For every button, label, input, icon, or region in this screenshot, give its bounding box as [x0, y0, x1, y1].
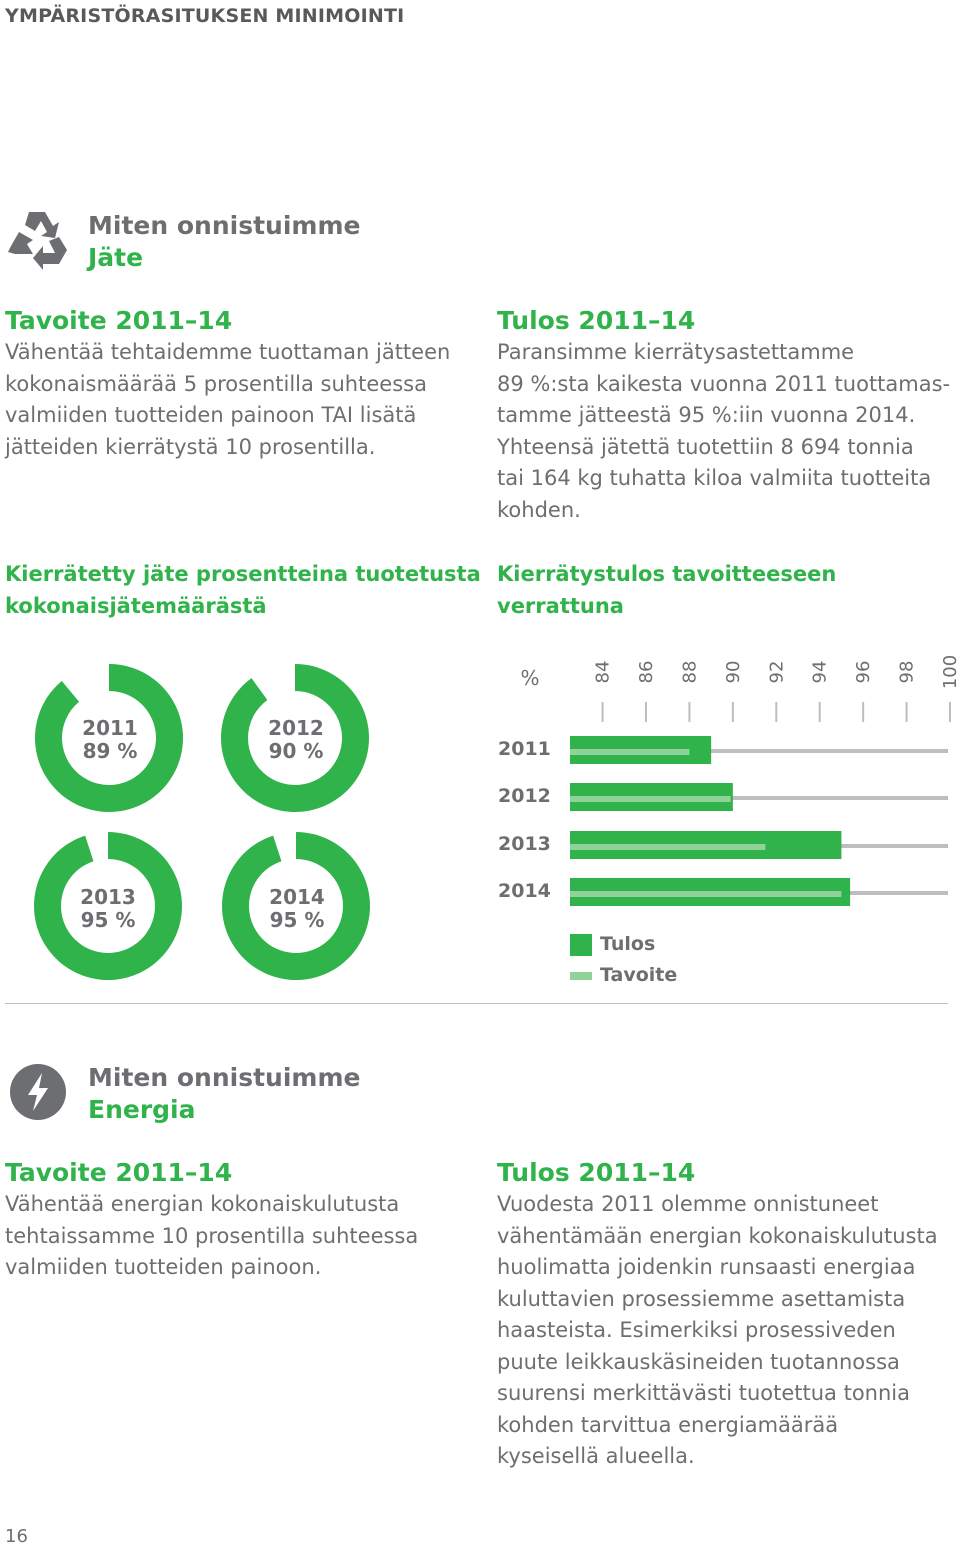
donut-label-2013: 2013 95 % — [48, 886, 168, 932]
text-line: kokonaismäärää 5 prosentilla suhteessa — [5, 371, 427, 396]
donut-value: 95 % — [80, 908, 136, 932]
legend-swatch-target — [570, 972, 592, 980]
axis-unit: % — [520, 666, 539, 690]
donut-year: 2014 — [269, 885, 325, 909]
target-bar — [570, 749, 690, 755]
section-divider — [5, 1003, 948, 1004]
bar-chart-heading: Kierrätystulos tavoitteeseen verrattuna — [497, 559, 952, 622]
waste-title-line2: Jäte — [88, 243, 144, 272]
tick-label: 88 — [679, 661, 700, 684]
text-line: valmiiden tuotteiden painoon TAI lisätä — [5, 403, 417, 427]
text-line: 89 %:sta kaikesta vuonna 2011 tuottamas- — [497, 371, 951, 396]
tick-label: 86 — [636, 661, 657, 684]
waste-goal-heading: Tavoite 2011–14 — [5, 306, 233, 335]
energy-goal: Tavoite 2011–14 Vähentää energian kokona… — [5, 1157, 465, 1284]
heading-line: verrattuna — [497, 593, 624, 618]
donut-year: 2013 — [80, 885, 136, 909]
donut-year: 2011 — [82, 716, 138, 740]
text-line: Paransimme kierrätysastettamme — [497, 340, 855, 364]
text-line: kohden. — [497, 497, 581, 522]
target-bar — [570, 796, 731, 802]
tick-label: 96 — [853, 661, 874, 684]
donut-segment-2012 — [221, 664, 369, 812]
waste-goal: Tavoite 2011–14 Vähentää tehtaidemme tuo… — [5, 305, 465, 463]
text-line: tamme jätteestä 95 %:iin vuonna 2014. — [497, 403, 916, 427]
category-label: 2013 — [498, 833, 551, 855]
donut-value: 90 % — [268, 739, 324, 763]
text-line: huolimatta joidenkin runsaasti energiaa — [497, 1255, 916, 1279]
target-bar — [570, 844, 766, 850]
heading-line: kokonaisjätemäärästä — [5, 593, 267, 618]
text-line: Vähentää energian kokonaiskulutusta — [5, 1192, 400, 1216]
waste-result-text: Paransimme kierrätysastettamme 89 %:sta … — [497, 337, 952, 526]
text-line: puute leikkauskäsineiden tuotannossa — [497, 1349, 900, 1374]
donut-chart-heading: Kierrätetty jäte prosentteina tuotetusta… — [5, 559, 481, 622]
waste-goal-text: Vähentää tehtaidemme tuottaman jätteen k… — [5, 337, 465, 463]
text-line: kohden tarvittua energiamäärää — [497, 1412, 839, 1437]
text-line: suurensi merkittävästi tuotettua tonnia — [497, 1381, 911, 1405]
donut-segment-2011 — [34, 664, 184, 812]
tick-label: 100 — [940, 655, 960, 689]
donut-label-2012: 2012 90 % — [236, 717, 356, 763]
waste-result: Tulos 2011–14 Paransimme kierrätysastett… — [497, 305, 952, 526]
page-number: 16 — [5, 1526, 28, 1547]
text-line: valmiiden tuotteiden painoon. — [5, 1255, 322, 1279]
category-label: 2012 — [498, 785, 551, 807]
text-line: Vuodesta 2011 olemme onnistuneet — [497, 1192, 879, 1216]
donut-label-2011: 2011 89 % — [50, 717, 170, 763]
tick-label: 98 — [897, 661, 918, 684]
target-bar — [570, 891, 842, 897]
energy-result-text: Vuodesta 2011 olemme onnistuneet vähentä… — [497, 1189, 952, 1473]
text-line: kuluttavien prosessiemme asettamista — [497, 1286, 906, 1311]
waste-section-title: Miten onnistuimme Jäte — [88, 210, 360, 274]
energy-title-line2: Energia — [88, 1095, 196, 1124]
tick-label: 84 — [593, 661, 614, 684]
recycle-icon — [8, 212, 67, 270]
category-label: 2011 — [498, 738, 551, 760]
energy-result-heading: Tulos 2011–14 — [497, 1158, 696, 1187]
donut-value: 95 % — [269, 908, 325, 932]
page-header: YMPÄRISTÖRASITUKSEN MINIMOINTI — [5, 5, 405, 27]
text-line: tai 164 kg tuhatta kiloa valmiita tuotte… — [497, 466, 932, 490]
waste-title-line1: Miten onnistuimme — [88, 211, 361, 240]
lightning-icon — [10, 1064, 66, 1120]
energy-result: Tulos 2011–14 Vuodesta 2011 olemme onnis… — [497, 1157, 952, 1473]
donut-segment-2013 — [33, 832, 182, 980]
legend-label-target: Tavoite — [600, 964, 677, 986]
bar-chart: % 84 86 88 90 92 94 96 98 100 2011 2012 2013 2014 Tulo… — [498, 655, 960, 986]
heading-line: Kierrätetty jäte prosentteina tuotetusta — [5, 562, 481, 586]
waste-result-heading: Tulos 2011–14 — [497, 306, 696, 335]
text-line: vähentämään energian kokonaiskulutusta — [497, 1223, 938, 1248]
energy-goal-text: Vähentää energian kokonaiskulutusta teht… — [5, 1189, 465, 1284]
heading-line: Kierrätystulos tavoitteeseen — [497, 562, 837, 586]
tick-label: 90 — [723, 661, 744, 684]
donut-year: 2012 — [268, 716, 324, 740]
energy-section-title: Miten onnistuimme Energia — [88, 1062, 360, 1126]
text-line: kyseisellä alueella. — [497, 1444, 695, 1468]
donut-charts — [33, 664, 370, 980]
donut-value: 89 % — [82, 739, 138, 763]
legend-swatch-result — [570, 934, 592, 956]
donut-label-2014: 2014 95 % — [237, 886, 357, 932]
energy-goal-heading: Tavoite 2011–14 — [5, 1158, 233, 1187]
tick-label: 92 — [766, 661, 787, 684]
text-line: jätteiden kierrätystä 10 prosentilla. — [5, 434, 376, 459]
energy-title-line1: Miten onnistuimme — [88, 1063, 361, 1092]
donut-segment-2014 — [221, 832, 370, 980]
category-label: 2014 — [498, 880, 551, 902]
tick-label: 94 — [810, 661, 831, 684]
text-line: Yhteensä jätettä tuotettiin 8 694 tonnia — [497, 434, 914, 459]
text-line: tehtaissamme 10 prosentilla suhteessa — [5, 1223, 419, 1248]
legend-label-result: Tulos — [600, 933, 655, 955]
text-line: haasteista. Esimerkiksi prosessiveden — [497, 1318, 896, 1342]
text-line: Vähentää tehtaidemme tuottaman jätteen — [5, 340, 451, 364]
